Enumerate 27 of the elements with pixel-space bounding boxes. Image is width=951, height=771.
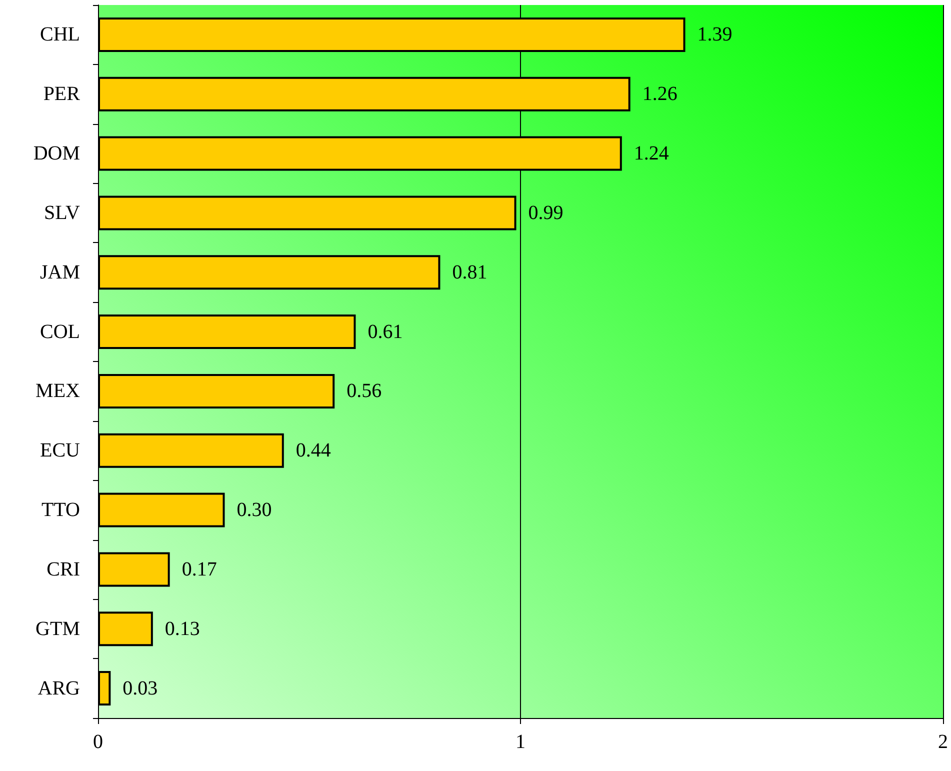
data-label: 1.39 [697, 24, 732, 46]
data-label: 0.56 [346, 380, 382, 402]
data-label: 0.44 [296, 440, 331, 462]
x-tick-label: 2 [938, 731, 948, 753]
y-tick-label: ECU [40, 440, 81, 462]
data-label: 0.30 [236, 499, 272, 522]
data-label: 0.99 [528, 202, 564, 224]
data-label: 1.26 [642, 83, 678, 106]
y-tick-label: COL [40, 320, 80, 343]
data-label: 1.24 [634, 142, 669, 165]
y-tick-label: JAM [40, 261, 80, 284]
y-tick-label: ARG [38, 677, 80, 700]
x-tick-label: 1 [516, 731, 526, 753]
data-label: 0.61 [368, 320, 403, 343]
y-tick-label: MEX [36, 380, 81, 402]
y-tick-label: SLV [44, 202, 81, 224]
y-tick-label: TTO [41, 499, 80, 522]
y-tick-label: CHL [40, 24, 80, 46]
y-tick-label: PER [43, 83, 81, 106]
data-label: 0.03 [122, 677, 158, 700]
data-label: 0.81 [452, 261, 488, 284]
y-tick-label: CRI [46, 558, 80, 580]
data-label: 0.13 [164, 618, 200, 640]
data-label: 0.17 [182, 558, 217, 580]
y-tick-label: GTM [36, 618, 80, 640]
x-tick-label: 0 [93, 731, 103, 753]
y-tick-label: DOM [33, 142, 80, 165]
